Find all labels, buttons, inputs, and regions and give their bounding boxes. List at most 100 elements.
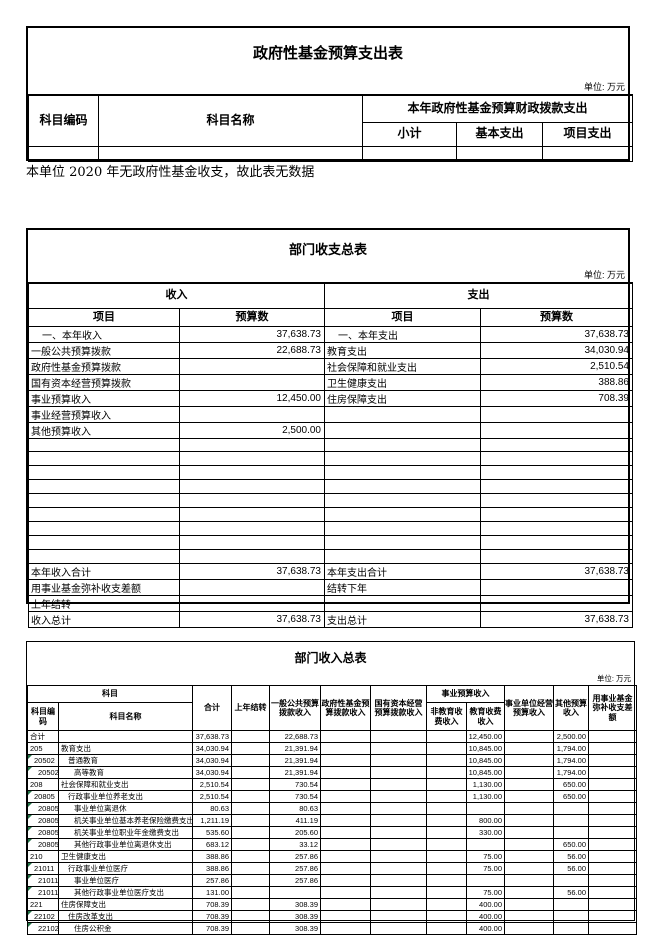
amount-cell: 34,030.94 — [192, 754, 232, 767]
budget-amount-cell — [480, 493, 633, 508]
subject-code-cell: 2080506 — [27, 826, 59, 839]
amount-cell — [553, 910, 589, 923]
budget-amount-cell — [480, 437, 633, 453]
budget-amount-cell — [480, 451, 633, 467]
col-header-subject-code: 科目编码 — [27, 702, 59, 731]
amount-cell — [426, 778, 467, 791]
summary-row — [28, 451, 633, 467]
amount-cell — [426, 754, 467, 767]
budget-amount-cell — [480, 594, 633, 612]
budget-amount-cell — [179, 493, 325, 508]
amount-cell — [231, 778, 270, 791]
budget-amount-cell — [179, 373, 325, 391]
income-row: 2080506机关事业单位职业年金缴费支出535.60 205.60 330.00 — [27, 826, 637, 839]
amount-cell — [231, 838, 270, 851]
amount-cell: 34,030.94 — [192, 766, 232, 779]
col-header-operating-income: 事业单位经营预算收入 — [504, 685, 554, 731]
subject-name-cell: 住房保障支出 — [58, 898, 193, 911]
col-header-gov-fund-income: 政府性基金预算拨款收入 — [320, 685, 371, 731]
amount-cell — [231, 802, 270, 815]
col-header-fund-allocation-group: 本年政府性基金预算财政拨款支出 — [361, 94, 634, 123]
col-header-subject-name: 科目名称 — [98, 94, 363, 147]
item-cell: 本年支出合计 — [324, 562, 481, 580]
amount-cell — [553, 922, 589, 935]
budget-amount-cell: 37,638.73 — [480, 610, 633, 628]
subject-name-cell: 普通教育 — [58, 754, 193, 767]
amount-cell — [231, 766, 270, 779]
item-cell — [28, 437, 180, 453]
subject-code-cell: 20502 — [27, 754, 59, 767]
item-cell: 用事业基金弥补收支差额 — [28, 578, 180, 596]
item-cell: 一般公共预算拨款 — [28, 341, 180, 359]
amount-cell: 708.39 — [192, 898, 232, 911]
amount-cell — [426, 730, 467, 743]
amount-cell: 10,845.00 — [466, 742, 505, 755]
budget-amount-cell: 37,638.73 — [480, 325, 633, 343]
item-cell — [324, 437, 481, 453]
amount-cell — [504, 790, 554, 803]
amount-cell: 411.19 — [269, 814, 321, 827]
amount-cell — [320, 826, 371, 839]
budget-amount-cell — [179, 465, 325, 481]
excel-green-triangle-marker — [28, 803, 32, 807]
summary-row — [28, 548, 633, 564]
amount-cell — [426, 790, 467, 803]
amount-cell — [231, 730, 270, 743]
amount-cell — [504, 922, 554, 935]
amount-cell — [466, 874, 505, 887]
budget-amount-cell — [179, 506, 325, 522]
subject-name-cell: 高等教育 — [58, 766, 193, 779]
amount-cell: 400.00 — [466, 922, 505, 935]
amount-cell: 400.00 — [466, 910, 505, 923]
subject-name-cell: 行政事业单位养老支出 — [58, 790, 193, 803]
amount-cell — [370, 826, 427, 839]
amount-cell: 21,391.94 — [269, 766, 321, 779]
subject-code-cell: 210 — [27, 850, 59, 863]
amount-cell — [231, 814, 270, 827]
amount-cell — [588, 886, 637, 899]
amount-cell — [320, 790, 371, 803]
amount-cell: 34,030.94 — [192, 742, 232, 755]
subject-name-cell: 事业单位医疗 — [58, 874, 193, 887]
amount-cell — [426, 898, 467, 911]
subject-code-cell: 2101199 — [27, 886, 59, 899]
amount-cell — [370, 802, 427, 815]
amount-cell — [504, 814, 554, 827]
amount-cell — [588, 826, 637, 839]
excel-green-triangle-marker — [28, 791, 32, 795]
income-row: 210 卫生健康支出 388.86 257.86 75.00 56.00 — [27, 850, 637, 863]
amount-cell: 80.63 — [192, 802, 232, 815]
excel-green-triangle-marker — [28, 911, 32, 915]
budget-amount-cell: 2,510.54 — [480, 357, 633, 375]
amount-cell — [588, 742, 637, 755]
amount-cell: 730.54 — [269, 790, 321, 803]
budget-amount-cell — [179, 594, 325, 612]
amount-cell — [588, 790, 637, 803]
subject-code-cell: 2210201 — [27, 922, 59, 935]
amount-cell — [370, 898, 427, 911]
summary-row: 政府性基金预算拨款 社会保障和就业支出 2,510.54 — [28, 357, 633, 375]
amount-cell — [320, 910, 371, 923]
amount-cell — [504, 862, 554, 875]
income-row: 205 教育支出 34,030.94 21,391.94 10,845.00 1,794.… — [27, 742, 637, 755]
amount-cell — [370, 922, 427, 935]
amount-cell — [426, 850, 467, 863]
budget-amount-cell: 708.39 — [480, 389, 633, 407]
fund-expenditure-grid: 科目编码 科目名称 本年政府性基金预算财政拨款支出 小计 基本支出 项目支出 — [28, 94, 634, 162]
amount-cell — [231, 910, 270, 923]
budget-amount-cell: 22,688.73 — [179, 341, 325, 359]
subject-name-cell: 其他行政事业单位离退休支出 — [58, 838, 193, 851]
unit-label: 单位: 万元 — [596, 674, 631, 683]
item-cell: 教育支出 — [324, 341, 481, 359]
budget-amount-cell: 2,500.00 — [179, 421, 325, 439]
amount-cell — [320, 886, 371, 899]
excel-green-triangle-marker — [28, 923, 32, 927]
amount-cell: 2,510.54 — [192, 778, 232, 791]
amount-cell — [426, 742, 467, 755]
summary-row — [28, 506, 633, 522]
amount-cell: 75.00 — [466, 850, 505, 863]
fund-expenditure-title: 政府性基金预算支出表 — [252, 45, 403, 62]
amount-cell — [320, 766, 371, 779]
subject-code-cell: 221 — [27, 898, 59, 911]
subject-code-cell: 2080505 — [27, 814, 59, 827]
